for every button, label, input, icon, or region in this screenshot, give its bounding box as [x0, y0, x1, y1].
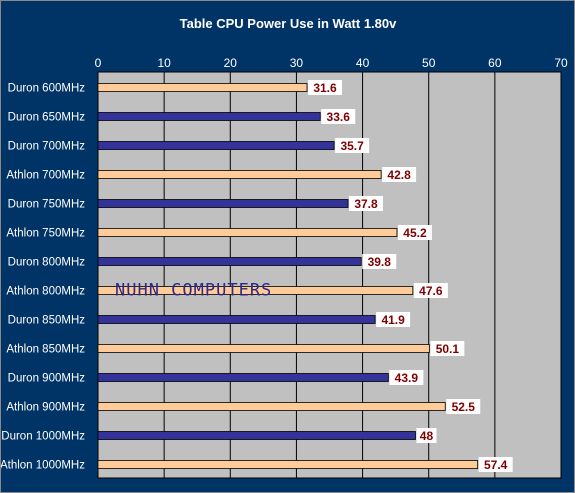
data-label-text: 31.6: [313, 81, 337, 95]
category-label: Athlon 850MHz: [6, 344, 85, 356]
x-tick-label: 70: [554, 56, 568, 70]
data-label-text: 37.8: [354, 197, 378, 211]
data-label-box: [397, 225, 432, 240]
data-label: 42.8: [382, 167, 417, 182]
bar: [97, 373, 389, 382]
data-label: 52.5: [446, 399, 481, 414]
bar: [97, 431, 416, 440]
x-tick-label: 40: [356, 56, 370, 70]
data-label-box: [362, 254, 397, 269]
category-label: Athlon 900MHz: [6, 402, 85, 414]
data-label-text: 35.7: [340, 139, 364, 153]
data-label: 57.4: [478, 457, 513, 472]
x-tick-label: 30: [290, 56, 304, 70]
data-label: 33.6: [321, 109, 356, 124]
category-label: Duron 800MHz: [8, 257, 86, 269]
chart-title: Table CPU Power Use in Watt 1.80v: [180, 16, 397, 31]
data-label-text: 52.5: [452, 400, 476, 414]
data-label-box: [382, 167, 417, 182]
bar: [97, 402, 446, 411]
category-label: Athlon 1000MHz: [1, 460, 85, 472]
data-label-box: [389, 370, 424, 385]
data-label-text: 43.9: [395, 371, 419, 385]
bar: [97, 83, 308, 92]
data-label-text: 48: [420, 429, 434, 443]
x-tick-label: 0: [95, 56, 102, 70]
category-label: Duron 650MHz: [8, 112, 86, 124]
x-axis-ticks: 0 10 20 30 40 50 60 70: [95, 56, 568, 70]
x-tick-label: 50: [422, 56, 436, 70]
category-labels: Duron 600MHz Duron 650MHz Duron 700MHz Athl…: [1, 83, 85, 472]
data-label-box: [430, 341, 465, 356]
data-label-text: 50.1: [436, 342, 460, 356]
data-labels: 31.6 33.6 35.7 42.8 37.8 45.2 39.8 47.6 41.9 50.1…: [308, 80, 513, 472]
bars: [97, 83, 479, 469]
category-label: Duron 750MHz: [8, 199, 86, 211]
category-label: Duron 700MHz: [8, 141, 86, 153]
category-label: Athlon 800MHz: [6, 286, 85, 298]
data-label-box: [446, 399, 481, 414]
data-label: 50.1: [430, 341, 465, 356]
category-label: Duron 850MHz: [8, 315, 86, 327]
bar: [97, 315, 376, 324]
bar: [97, 112, 321, 121]
watermark: NUHN COMPUTERS: [115, 281, 272, 301]
data-label-text: 57.4: [484, 458, 508, 472]
data-label: 45.2: [397, 225, 432, 240]
data-label: 37.8: [349, 196, 384, 211]
bar: [97, 344, 430, 353]
data-label: 48: [416, 428, 437, 443]
data-label: 39.8: [362, 254, 397, 269]
data-label-text: 45.2: [403, 226, 427, 240]
data-label: 43.9: [389, 370, 424, 385]
data-label-text: 41.9: [381, 313, 405, 327]
bar: [97, 257, 362, 266]
bar: [97, 286, 414, 295]
category-label: Athlon 750MHz: [6, 228, 85, 240]
bar: [97, 199, 349, 208]
bar: [97, 141, 335, 150]
category-label: Duron 1000MHz: [1, 431, 85, 443]
bar: [97, 228, 398, 237]
category-label: Athlon 700MHz: [6, 170, 85, 182]
x-tick-label: 60: [488, 56, 502, 70]
plot-area: [97, 71, 562, 479]
data-label: 47.6: [413, 283, 448, 298]
data-label-text: 42.8: [387, 168, 411, 182]
data-label-box: [376, 312, 411, 327]
x-tick-label: 10: [157, 56, 171, 70]
category-label: Duron 900MHz: [8, 373, 86, 385]
bar: [97, 170, 382, 179]
data-label-box: [308, 80, 343, 95]
data-label-box: [413, 283, 448, 298]
data-label-box: [321, 109, 356, 124]
x-tick-label: 20: [224, 56, 238, 70]
data-label-box: [478, 457, 513, 472]
data-label-text: 39.8: [368, 255, 392, 269]
data-label-box: [349, 196, 384, 211]
data-label-text: 33.6: [327, 110, 351, 124]
data-label-box: [335, 138, 370, 153]
data-label: 31.6: [308, 80, 343, 95]
bar: [97, 460, 479, 469]
category-label: Duron 600MHz: [8, 83, 86, 95]
data-label-box: [416, 428, 437, 443]
data-label: 35.7: [335, 138, 370, 153]
data-label: 41.9: [376, 312, 411, 327]
data-label-text: 47.6: [419, 284, 443, 298]
